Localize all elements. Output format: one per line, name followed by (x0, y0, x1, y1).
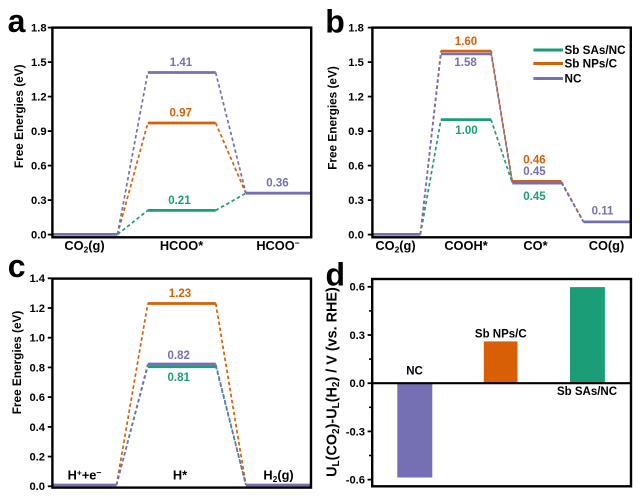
svg-text:1.2: 1.2 (348, 92, 364, 104)
svg-text:1.2: 1.2 (29, 303, 45, 315)
svg-text:1.41: 1.41 (170, 57, 193, 69)
svg-text:a: a (8, 3, 26, 39)
svg-text:CO2(g): CO2(g) (375, 238, 415, 255)
svg-text:0.4: 0.4 (29, 422, 45, 434)
svg-text:0.3: 0.3 (348, 195, 364, 207)
svg-text:H2(g): H2(g) (263, 468, 293, 485)
svg-text:0.9: 0.9 (31, 126, 47, 138)
svg-text:1.60: 1.60 (455, 36, 477, 48)
svg-text:0.8: 0.8 (29, 362, 45, 374)
svg-text:c: c (8, 248, 26, 284)
svg-text:0.9: 0.9 (348, 126, 364, 138)
svg-text:UL(CO2)-UL(H2) / V (vs. RHE): UL(CO2)-UL(H2) / V (vs. RHE) (325, 287, 343, 477)
svg-text:0.2: 0.2 (29, 452, 45, 464)
svg-text:0.81: 0.81 (168, 372, 191, 384)
svg-text:1.4: 1.4 (29, 273, 45, 285)
svg-text:CO(g): CO(g) (589, 238, 625, 253)
svg-text:CO*: CO* (523, 238, 547, 253)
svg-text:CO2(g): CO2(g) (64, 238, 104, 255)
svg-text:0.45: 0.45 (523, 166, 546, 178)
svg-text:Free Energies (eV): Free Energies (eV) (10, 311, 24, 415)
svg-text:0.45: 0.45 (523, 191, 546, 203)
svg-text:1.8: 1.8 (31, 23, 47, 35)
svg-text:1.2: 1.2 (31, 92, 47, 104)
svg-text:H++e−: H++e− (68, 468, 102, 483)
svg-text:0.6: 0.6 (31, 161, 47, 173)
svg-text:Free Energies (eV): Free Energies (eV) (12, 64, 26, 168)
svg-text:0.0: 0.0 (29, 481, 45, 493)
svg-text:1.58: 1.58 (454, 57, 477, 69)
svg-text:0.3: 0.3 (349, 330, 365, 342)
svg-text:0.0: 0.0 (348, 230, 364, 242)
svg-text:1.5: 1.5 (31, 57, 47, 69)
svg-text:0.97: 0.97 (170, 108, 192, 120)
svg-text:-0.3: -0.3 (346, 426, 365, 438)
svg-text:0.6: 0.6 (349, 282, 365, 294)
svg-text:NC: NC (565, 73, 582, 86)
svg-text:d: d (326, 257, 346, 293)
svg-text:0.6: 0.6 (348, 161, 364, 173)
svg-text:b: b (325, 3, 345, 39)
svg-text:1.00: 1.00 (455, 125, 477, 137)
svg-text:0.21: 0.21 (168, 195, 191, 207)
svg-text:HCOO*: HCOO* (160, 238, 203, 253)
svg-text:HCOO−: HCOO− (256, 238, 299, 253)
svg-text:0.0: 0.0 (31, 230, 47, 242)
svg-text:0.11: 0.11 (592, 205, 614, 217)
svg-text:0.46: 0.46 (523, 154, 545, 166)
svg-text:Sb NPs/C: Sb NPs/C (475, 328, 527, 340)
svg-text:Sb SAs/NC: Sb SAs/NC (557, 386, 617, 398)
svg-text:NC: NC (406, 366, 423, 378)
svg-text:H*: H* (173, 468, 187, 483)
svg-text:0.3: 0.3 (31, 195, 47, 207)
svg-text:COOH*: COOH* (444, 238, 487, 253)
svg-text:Sb SAs/NC: Sb SAs/NC (565, 44, 627, 57)
svg-text:1.0: 1.0 (29, 333, 45, 345)
svg-text:Sb NPs/C: Sb NPs/C (565, 58, 618, 71)
svg-text:0.6: 0.6 (29, 392, 45, 404)
svg-text:0.82: 0.82 (168, 350, 190, 362)
svg-text:0.36: 0.36 (266, 178, 288, 190)
svg-text:1.8: 1.8 (348, 23, 364, 35)
svg-text:-0.6: -0.6 (346, 475, 365, 487)
svg-text:1.23: 1.23 (169, 288, 191, 300)
svg-text:Free Energies (eV): Free Energies (eV) (326, 66, 340, 170)
svg-text:1.5: 1.5 (348, 57, 364, 69)
svg-text:0.0: 0.0 (349, 378, 365, 390)
